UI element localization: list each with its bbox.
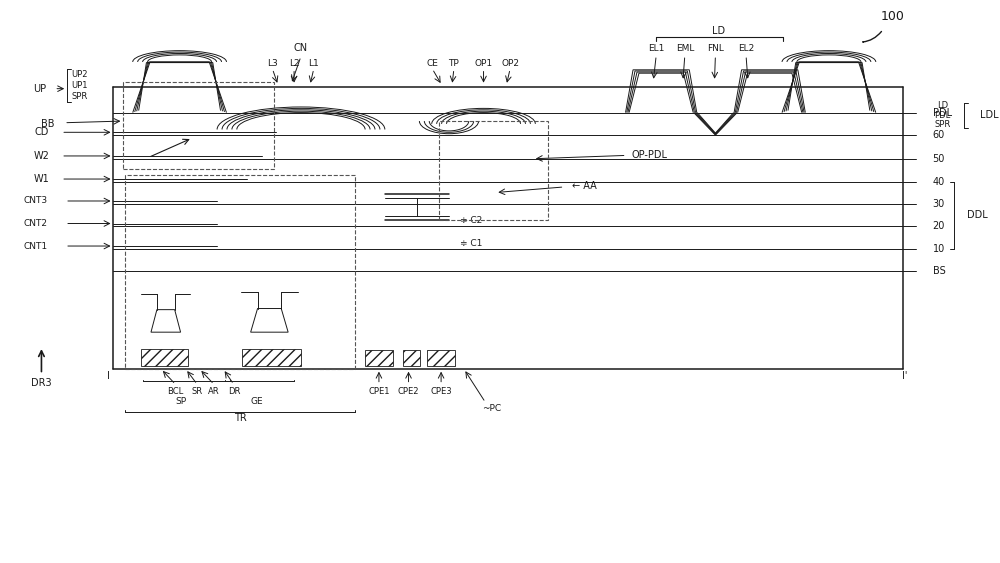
Text: CNT2: CNT2 bbox=[24, 219, 48, 228]
Text: I': I' bbox=[902, 370, 908, 381]
Text: 10: 10 bbox=[933, 244, 945, 254]
Text: ≑ C2: ≑ C2 bbox=[460, 216, 482, 225]
Bar bbox=[427, 350, 455, 366]
Text: OP-PDL: OP-PDL bbox=[632, 150, 668, 160]
Polygon shape bbox=[151, 310, 181, 332]
Text: SPR: SPR bbox=[934, 120, 951, 129]
Text: CD: CD bbox=[34, 127, 49, 137]
Bar bbox=[403, 350, 420, 366]
Text: CN: CN bbox=[294, 43, 308, 53]
Text: 60: 60 bbox=[933, 130, 945, 140]
Text: PDL: PDL bbox=[933, 108, 952, 118]
Text: ~PC: ~PC bbox=[482, 404, 501, 413]
Text: TR: TR bbox=[234, 413, 247, 423]
Text: CNT3: CNT3 bbox=[23, 196, 48, 205]
Bar bbox=[125, 175, 355, 369]
Text: BCL: BCL bbox=[168, 387, 184, 396]
Text: LD: LD bbox=[712, 26, 725, 36]
Text: LD: LD bbox=[937, 101, 948, 110]
Text: GE: GE bbox=[250, 397, 263, 406]
Text: UP: UP bbox=[33, 84, 46, 93]
Text: EML: EML bbox=[676, 44, 694, 53]
Text: L1: L1 bbox=[308, 59, 319, 68]
Bar bbox=[439, 121, 548, 220]
Bar bbox=[242, 349, 301, 366]
Text: ≑ C1: ≑ C1 bbox=[460, 239, 482, 248]
Text: CPE2: CPE2 bbox=[398, 387, 419, 396]
Text: TP: TP bbox=[449, 59, 459, 68]
Text: EL1: EL1 bbox=[648, 44, 664, 53]
Text: OP1: OP1 bbox=[474, 59, 493, 68]
Bar bbox=[123, 82, 274, 169]
Text: L3: L3 bbox=[267, 59, 278, 68]
Text: CE: CE bbox=[426, 59, 438, 68]
Bar bbox=[141, 349, 188, 366]
Text: UP2: UP2 bbox=[71, 70, 88, 79]
Text: UP1: UP1 bbox=[71, 81, 88, 90]
Text: CNT1: CNT1 bbox=[23, 242, 48, 251]
Text: CPE3: CPE3 bbox=[430, 387, 452, 396]
Text: SPR: SPR bbox=[71, 92, 87, 101]
Text: FNL: FNL bbox=[707, 44, 724, 53]
Text: LDL: LDL bbox=[980, 110, 999, 120]
Text: I: I bbox=[107, 370, 110, 381]
Polygon shape bbox=[251, 309, 288, 332]
Text: 20: 20 bbox=[933, 221, 945, 231]
Text: CPE1: CPE1 bbox=[368, 387, 390, 396]
Text: DDL: DDL bbox=[967, 211, 988, 220]
Text: L2: L2 bbox=[289, 59, 299, 68]
Text: AR: AR bbox=[208, 387, 220, 396]
Text: W2: W2 bbox=[34, 151, 49, 161]
Text: SR: SR bbox=[192, 387, 203, 396]
Text: 30: 30 bbox=[933, 199, 945, 209]
Text: BB: BB bbox=[41, 119, 54, 129]
Text: 50: 50 bbox=[933, 154, 945, 164]
Text: PDL: PDL bbox=[934, 111, 951, 120]
Text: SP: SP bbox=[175, 397, 186, 406]
Text: 100: 100 bbox=[881, 10, 905, 24]
Bar bbox=[365, 350, 393, 366]
Text: EL2: EL2 bbox=[738, 44, 754, 53]
FancyArrowPatch shape bbox=[863, 32, 881, 42]
Text: DR3: DR3 bbox=[31, 378, 52, 388]
Text: ← AA: ← AA bbox=[572, 181, 597, 191]
Text: DR: DR bbox=[228, 387, 240, 396]
Text: OP2: OP2 bbox=[501, 59, 519, 68]
Text: W1: W1 bbox=[34, 174, 49, 184]
Text: 40: 40 bbox=[933, 177, 945, 187]
Text: BS: BS bbox=[933, 266, 945, 276]
